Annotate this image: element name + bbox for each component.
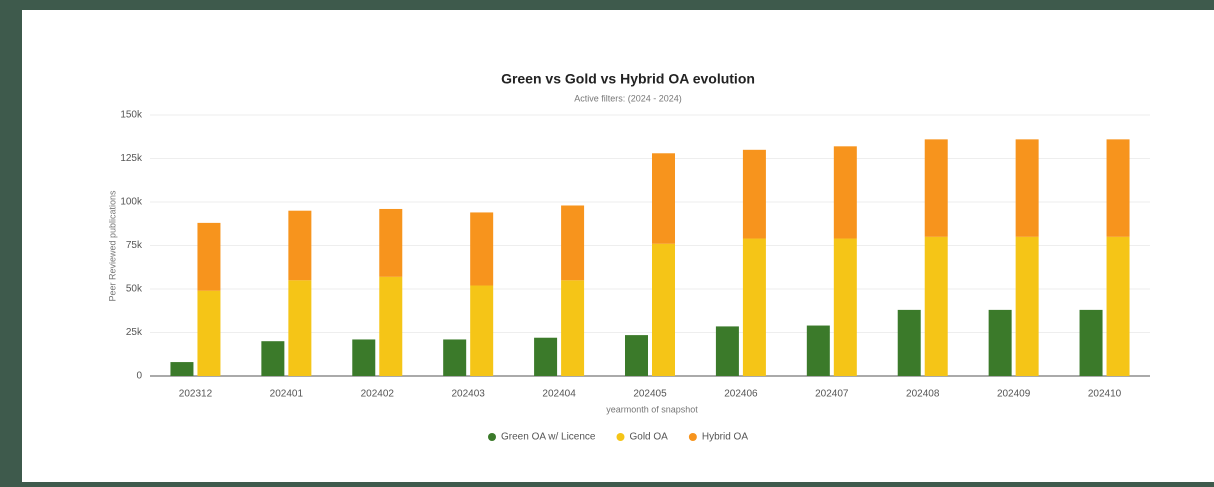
bar xyxy=(534,337,558,376)
x-tick-label: 202403 xyxy=(451,389,485,400)
bar xyxy=(443,339,467,376)
bar xyxy=(197,222,221,291)
bar xyxy=(1015,139,1039,237)
legend-marker xyxy=(688,433,697,441)
bar xyxy=(924,139,948,237)
x-tick-label: 202402 xyxy=(361,389,395,400)
y-tick-label: 75k xyxy=(126,240,143,251)
bar xyxy=(352,339,376,376)
bar xyxy=(833,238,857,376)
bar xyxy=(742,238,766,376)
bar xyxy=(561,205,585,281)
y-tick-label: 0 xyxy=(136,371,142,382)
bar xyxy=(715,326,739,376)
bar xyxy=(379,276,403,376)
x-tick-label: 202410 xyxy=(1088,389,1122,400)
y-tick-label: 25k xyxy=(126,327,143,338)
bar xyxy=(288,280,312,376)
legend-label: Gold OA xyxy=(630,432,669,443)
chart-subtitle: Active filters: (2024 - 2024) xyxy=(574,93,682,103)
y-tick-label: 100k xyxy=(120,197,143,208)
y-tick-label: 125k xyxy=(120,153,143,164)
bar xyxy=(742,149,766,239)
bar xyxy=(897,309,921,376)
legend-label: Hybrid OA xyxy=(702,432,748,443)
bar xyxy=(1106,139,1130,237)
x-axis-label: yearmonth of snapshot xyxy=(606,404,698,414)
bar xyxy=(470,212,494,286)
x-tick-label: 202409 xyxy=(997,389,1031,400)
x-tick-label: 202407 xyxy=(815,389,849,400)
x-tick-label: 202405 xyxy=(633,389,667,400)
legend-label: Green OA w/ Licence xyxy=(501,432,596,443)
x-tick-label: 202406 xyxy=(724,389,758,400)
bar xyxy=(1015,236,1039,376)
chart-title: Green vs Gold vs Hybrid OA evolution xyxy=(501,71,755,87)
bar xyxy=(806,325,830,376)
bar xyxy=(197,290,221,376)
x-tick-label: 202404 xyxy=(542,389,576,400)
x-tick-label: 202312 xyxy=(179,389,213,400)
y-tick-label: 50k xyxy=(126,284,143,295)
bar xyxy=(470,285,494,376)
bar xyxy=(1106,236,1130,376)
bar xyxy=(924,236,948,376)
bar xyxy=(625,335,648,376)
bar xyxy=(652,243,675,376)
bar xyxy=(1079,309,1103,376)
x-tick-label: 202401 xyxy=(270,389,304,400)
bar xyxy=(170,362,194,376)
bar xyxy=(988,309,1012,376)
bar xyxy=(652,153,675,244)
legend-marker xyxy=(488,433,496,441)
bar xyxy=(261,341,285,376)
y-tick-label: 150k xyxy=(120,110,143,121)
y-axis-label: Peer Reviewed publications xyxy=(107,190,117,302)
legend-marker xyxy=(616,433,625,441)
bar xyxy=(379,208,403,277)
bar xyxy=(561,280,585,376)
x-tick-label: 202408 xyxy=(906,389,940,400)
bar xyxy=(288,210,312,281)
bar xyxy=(833,146,857,239)
